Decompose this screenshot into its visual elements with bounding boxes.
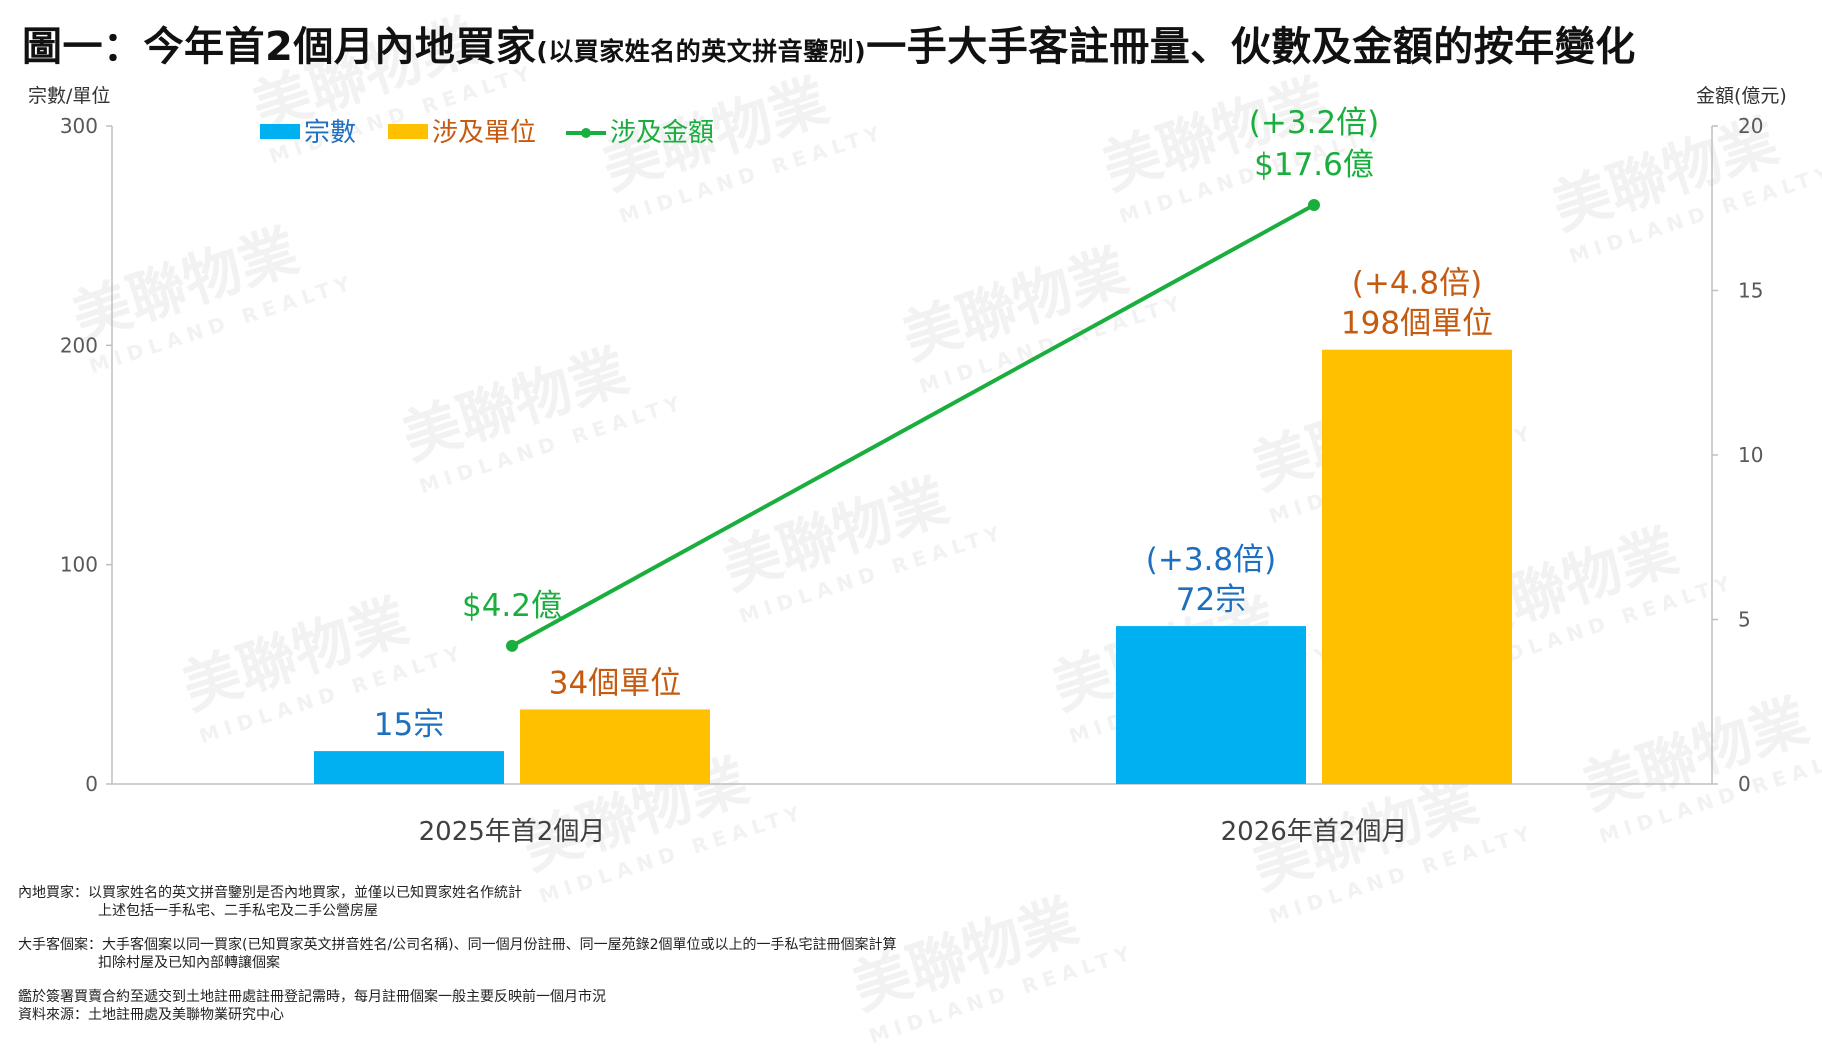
legend-label-0: 宗數 xyxy=(304,118,356,148)
title-main-a: 圖一：今年首2個月內地買家 xyxy=(22,24,537,70)
note-bulk-buyer: 大手客個案：大手客個案以同一買家(已知買家英文拼音姓名/公司名稱)、同一個月份註… xyxy=(18,937,897,953)
bar-data-label: 72宗 xyxy=(1176,582,1246,618)
bar-宗數-0 xyxy=(314,751,504,784)
chart-title: 圖一：今年首2個月內地買家(以買家姓名的英文拼音鑒別)一手大手客註冊量、伙數及金… xyxy=(22,14,1636,72)
x-tick-label: 2026年首2個月 xyxy=(1221,817,1408,847)
y-axis-left-title: 宗數/單位 xyxy=(28,85,110,107)
bar-涉及單位-0 xyxy=(520,709,710,784)
y-tick-right-label: 15 xyxy=(1738,279,1763,303)
legend-swatch-marker xyxy=(581,128,591,138)
bar-宗數-1 xyxy=(1116,626,1306,784)
y-axis-right-title: 金額(億元) xyxy=(1696,85,1787,107)
y-tick-right-label: 0 xyxy=(1738,772,1751,796)
bar-data-label: 198個單位 xyxy=(1341,306,1493,342)
title-main-b: 一手大手客註冊量、伙數及金額的按年變化 xyxy=(866,24,1636,70)
x-tick-label: 2025年首2個月 xyxy=(419,817,606,847)
footnotes: 內地買家：以買家姓名的英文拼音鑒別是否內地買家，並僅以已知買家姓名作統計 上述包… xyxy=(18,884,897,1024)
bar-change-label: (+3.8倍) xyxy=(1146,542,1276,578)
line-point xyxy=(1308,198,1320,211)
y-tick-left-label: 100 xyxy=(60,553,98,577)
y-tick-left-label: 300 xyxy=(60,114,98,138)
note-bulk-buyer-exclusion: 扣除村屋及已知內部轉讓個案 xyxy=(98,955,280,971)
note-mainland-buyer: 內地買家：以買家姓名的英文拼音鑒別是否內地買家，並僅以已知買家姓名作統計 xyxy=(18,885,522,901)
note-mainland-buyer-scope: 上述包括一手私宅、二手私宅及二手公營房屋 xyxy=(98,903,378,919)
legend-label-1: 涉及單位 xyxy=(432,118,536,148)
bar-涉及單位-1 xyxy=(1322,349,1512,784)
y-tick-right-label: 20 xyxy=(1738,114,1763,138)
y-tick-left-label: 200 xyxy=(60,333,98,357)
y-tick-right-label: 10 xyxy=(1738,443,1763,467)
chart-area: 0 100 200 300 0 5 10 15 20 宗數/單位 金額(億元) 宗數 涉及單位 涉及金額 2… xyxy=(28,85,1787,847)
y-tick-right-label: 5 xyxy=(1738,608,1751,632)
line-change-label: (+3.2倍) xyxy=(1249,105,1379,141)
line-data-label: $4.2億 xyxy=(462,588,562,624)
legend-label-2: 涉及金額 xyxy=(610,118,714,148)
line-series-amount xyxy=(511,203,1315,648)
bar-data-label: 15宗 xyxy=(374,707,444,743)
line-point xyxy=(506,639,518,652)
legend-swatch-0 xyxy=(260,124,300,139)
bar-data-label: 34個單位 xyxy=(549,665,681,701)
legend-swatch-1 xyxy=(388,124,428,139)
watermark-subtext: MIDLAND REALTY xyxy=(866,939,1139,1048)
y-tick-left-label: 0 xyxy=(85,772,98,796)
note-registration-lag: 鑑於簽署買賣合約至遞交到土地註冊處註冊登記需時，每月註冊個案一般主要反映前一個月… xyxy=(18,989,606,1005)
title-sub: (以買家姓名的英文拼音鑒別) xyxy=(536,37,867,66)
note-source: 資料來源：土地註冊處及美聯物業研究中心 xyxy=(18,1007,284,1023)
line-data-label: $17.6億 xyxy=(1254,147,1374,183)
bar-change-label: (+4.8倍) xyxy=(1352,266,1482,302)
